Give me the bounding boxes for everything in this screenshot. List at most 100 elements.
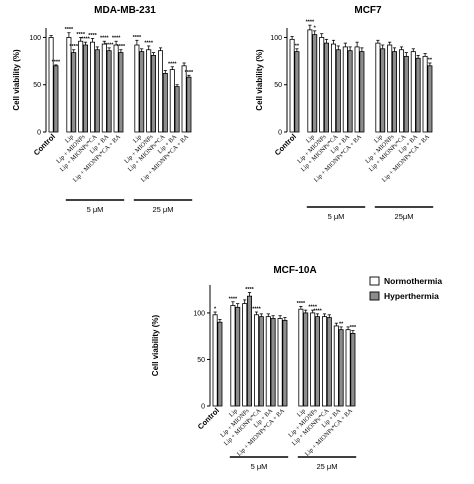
bar-hyperthermia — [94, 49, 100, 133]
significance-marker: **** — [252, 306, 261, 312]
bar-hyperthermia — [139, 51, 145, 133]
bar-hyperthermia — [323, 42, 329, 133]
category-label: Lip — [305, 133, 316, 144]
y-tick-label: 50 — [197, 357, 205, 364]
bar-normothermia — [90, 41, 96, 133]
legend-label: Normothermia — [384, 276, 442, 286]
bar-normothermia — [398, 49, 404, 133]
significance-marker: **** — [229, 296, 238, 302]
significance-marker: **** — [65, 27, 74, 33]
bar-normothermia — [289, 38, 295, 133]
bar-hyperthermia — [83, 44, 89, 133]
category-label: Lip — [296, 407, 307, 418]
significance-marker: **** — [185, 70, 194, 76]
group-label: 5 μM — [87, 205, 104, 214]
group-label: 25μM — [395, 212, 414, 221]
bar-normothermia — [307, 29, 313, 133]
y-tick-label: 50 — [274, 82, 282, 89]
bar-normothermia — [157, 50, 163, 133]
bar-normothermia — [230, 305, 236, 407]
legend-label: Hyperthermia — [384, 291, 439, 301]
significance-marker: ** — [428, 57, 433, 63]
significance-marker: * — [214, 306, 217, 312]
chart-title: MCF7 — [354, 5, 382, 16]
bar-normothermia — [319, 37, 325, 133]
significance-marker: **** — [313, 308, 322, 314]
significance-marker: *** — [350, 325, 357, 331]
legend-swatch — [369, 276, 380, 286]
bar-hyperthermia — [415, 57, 421, 133]
group-label: 25 μM — [153, 205, 174, 214]
category-label: Lip — [64, 133, 75, 144]
significance-marker: **** — [81, 37, 90, 43]
bar-hyperthermia — [217, 321, 223, 407]
significance-marker: **** — [76, 32, 85, 38]
significance-marker: **** — [69, 44, 78, 50]
bar-hyperthermia — [71, 52, 77, 133]
bar-normothermia — [298, 308, 304, 407]
bar-hyperthermia — [403, 55, 409, 133]
legend: Normothermia Hyperthermia — [369, 276, 442, 301]
bar-hyperthermia — [350, 332, 356, 407]
significance-marker: **** — [100, 36, 109, 42]
significance-marker: ** — [339, 321, 344, 327]
bar-hyperthermia — [427, 65, 433, 133]
significance-marker: **** — [133, 35, 142, 41]
category-label: Lip — [228, 407, 239, 418]
category-label-control: Control — [32, 132, 57, 157]
bar-normothermia — [113, 44, 119, 133]
bar-hyperthermia — [294, 51, 300, 133]
bar-normothermia — [330, 43, 336, 133]
group-label: 25 μM — [317, 462, 338, 471]
group-label: 5 μM — [251, 462, 268, 471]
bar-hyperthermia — [118, 52, 124, 133]
bar-hyperthermia — [106, 50, 112, 133]
significance-marker: **** — [245, 287, 254, 293]
bar-hyperthermia — [303, 312, 309, 407]
significance-marker: **** — [297, 301, 306, 307]
significance-marker: **** — [168, 61, 177, 67]
bar-hyperthermia — [326, 317, 332, 407]
bar-normothermia — [134, 44, 140, 133]
bar-normothermia — [101, 43, 107, 133]
significance-marker: **** — [88, 33, 97, 39]
bar-hyperthermia — [270, 318, 276, 407]
significance-marker: **** — [306, 20, 315, 26]
significance-marker: * — [314, 25, 317, 31]
significance-marker: **** — [105, 42, 114, 48]
bar-hyperthermia — [150, 55, 156, 133]
y-tick-label: 100 — [29, 35, 41, 42]
bar-normothermia — [48, 37, 54, 133]
bar-normothermia — [265, 316, 271, 407]
y-tick-label: 100 — [270, 35, 282, 42]
bar-normothermia — [169, 69, 175, 133]
bar-hyperthermia — [174, 86, 180, 133]
bar-hyperthermia — [282, 319, 288, 407]
bar-hyperthermia — [347, 50, 353, 133]
bar-normothermia — [375, 42, 381, 133]
bar-normothermia — [253, 314, 259, 407]
bar-hyperthermia — [53, 65, 59, 133]
category-label: Lip — [132, 133, 143, 144]
bar-normothermia — [321, 316, 327, 407]
bar-normothermia — [78, 40, 84, 133]
bar-normothermia — [333, 325, 339, 407]
significance-marker: **** — [308, 305, 317, 311]
bar-hyperthermia — [246, 295, 252, 407]
bar-normothermia — [422, 55, 428, 133]
bar-normothermia — [146, 49, 152, 133]
chart-title: MDA-MB-231 — [94, 5, 156, 16]
bar-hyperthermia — [314, 316, 320, 407]
bar-normothermia — [354, 46, 360, 133]
bar-normothermia — [66, 37, 72, 133]
bar-normothermia — [342, 46, 348, 133]
category-label-control: Control — [273, 132, 298, 157]
y-tick-label: 0 — [278, 130, 282, 137]
bar-hyperthermia — [186, 76, 192, 133]
bar-normothermia — [310, 312, 316, 407]
